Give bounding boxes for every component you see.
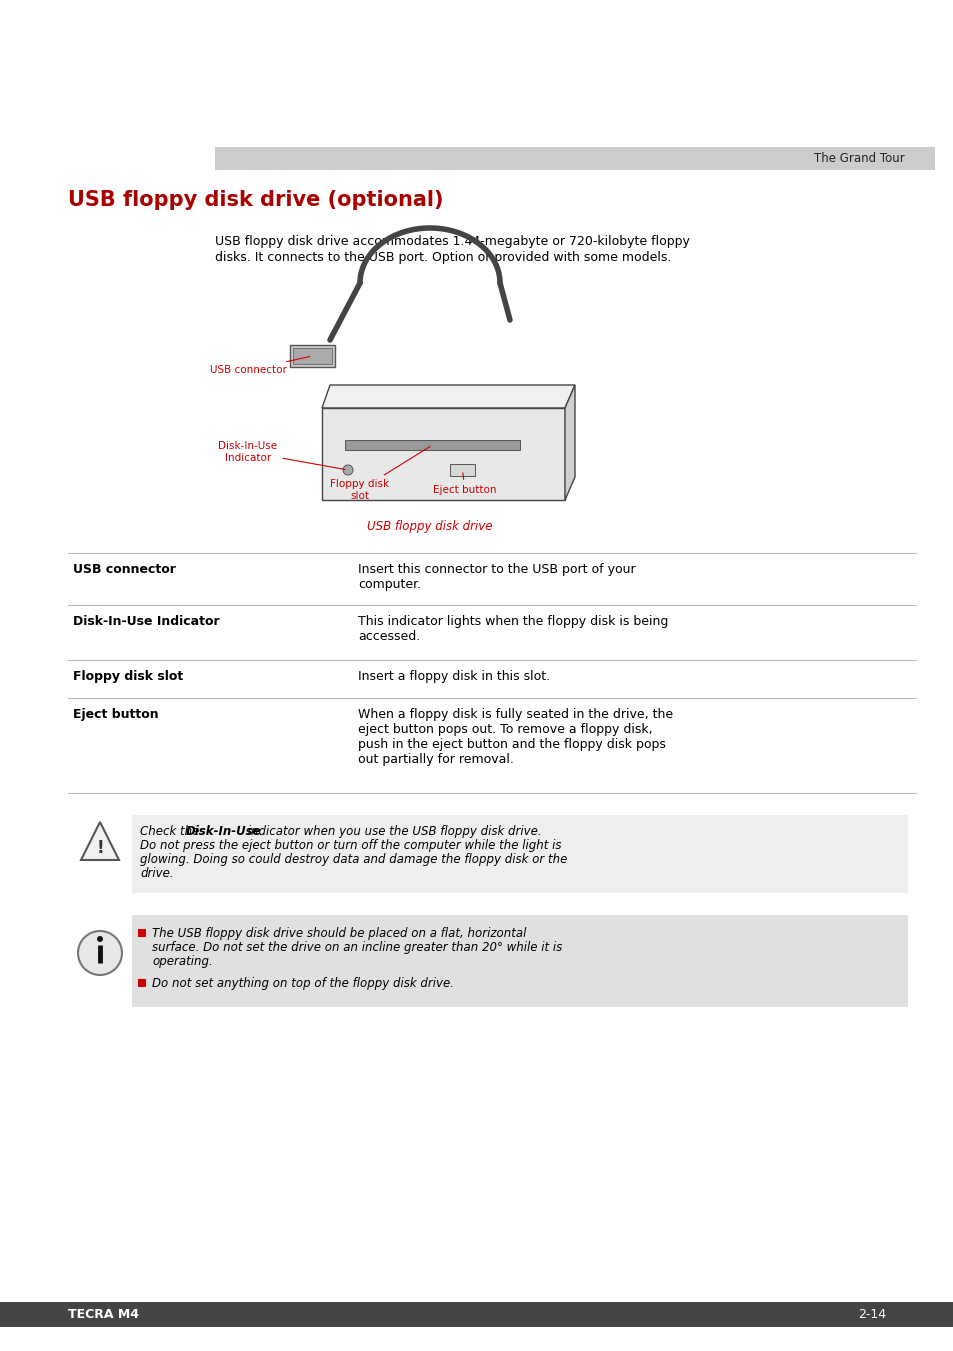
Polygon shape: [564, 385, 575, 500]
Bar: [345, 440, 519, 450]
Bar: [290, 345, 335, 367]
Text: Eject button: Eject button: [73, 708, 158, 721]
Bar: [132, 815, 907, 893]
Polygon shape: [322, 408, 564, 500]
Text: Disk-In-Use
Indicator: Disk-In-Use Indicator: [218, 442, 345, 470]
Bar: [138, 929, 146, 938]
Text: disks. It connects to the USB port. Option or provided with some models.: disks. It connects to the USB port. Opti…: [214, 251, 671, 263]
Bar: [214, 147, 934, 170]
Circle shape: [343, 465, 353, 476]
Text: Insert this connector to the USB port of your
computer.: Insert this connector to the USB port of…: [357, 563, 635, 590]
Text: USB connector: USB connector: [73, 563, 175, 576]
Polygon shape: [81, 821, 119, 861]
Text: USB floppy disk drive: USB floppy disk drive: [367, 520, 493, 534]
Bar: [138, 979, 146, 988]
Text: Floppy disk
slot: Floppy disk slot: [330, 446, 430, 501]
Text: This indicator lights when the floppy disk is being
accessed.: This indicator lights when the floppy di…: [357, 615, 668, 643]
Text: Floppy disk slot: Floppy disk slot: [73, 670, 183, 684]
Text: operating.: operating.: [152, 955, 213, 969]
Polygon shape: [322, 385, 575, 408]
Text: The Grand Tour: The Grand Tour: [814, 153, 904, 165]
Text: drive.: drive.: [140, 867, 173, 880]
Text: Do not set anything on top of the floppy disk drive.: Do not set anything on top of the floppy…: [152, 977, 454, 990]
Bar: [293, 349, 332, 363]
Text: Insert a floppy disk in this slot.: Insert a floppy disk in this slot.: [357, 670, 550, 684]
Text: USB connector: USB connector: [210, 357, 310, 376]
Text: TECRA M4: TECRA M4: [68, 1308, 139, 1321]
Text: Disk-In-Use: Disk-In-Use: [186, 825, 261, 838]
Bar: [132, 915, 907, 1006]
Text: Check the: Check the: [140, 825, 203, 838]
Bar: [0, 1302, 953, 1327]
Bar: [450, 463, 475, 476]
Text: USB floppy disk drive accommodates 1.44-megabyte or 720-kilobyte floppy: USB floppy disk drive accommodates 1.44-…: [214, 235, 689, 249]
Text: surface. Do not set the drive on an incline greater than 20° while it is: surface. Do not set the drive on an incl…: [152, 942, 561, 954]
Text: !: !: [96, 839, 104, 857]
Text: The USB floppy disk drive should be placed on a flat, horizontal: The USB floppy disk drive should be plac…: [152, 927, 526, 940]
Text: When a floppy disk is fully seated in the drive, the
eject button pops out. To r: When a floppy disk is fully seated in th…: [357, 708, 673, 766]
Text: Disk-In-Use Indicator: Disk-In-Use Indicator: [73, 615, 219, 628]
Text: 2-14: 2-14: [857, 1308, 885, 1321]
Text: Do not press the eject button or turn off the computer while the light is: Do not press the eject button or turn of…: [140, 839, 561, 852]
Circle shape: [78, 931, 122, 975]
Text: indicator when you use the USB floppy disk drive.: indicator when you use the USB floppy di…: [244, 825, 541, 838]
Text: glowing. Doing so could destroy data and damage the floppy disk or the: glowing. Doing so could destroy data and…: [140, 852, 567, 866]
Circle shape: [97, 936, 103, 942]
Text: Eject button: Eject button: [433, 473, 497, 494]
Text: USB floppy disk drive (optional): USB floppy disk drive (optional): [68, 190, 443, 209]
